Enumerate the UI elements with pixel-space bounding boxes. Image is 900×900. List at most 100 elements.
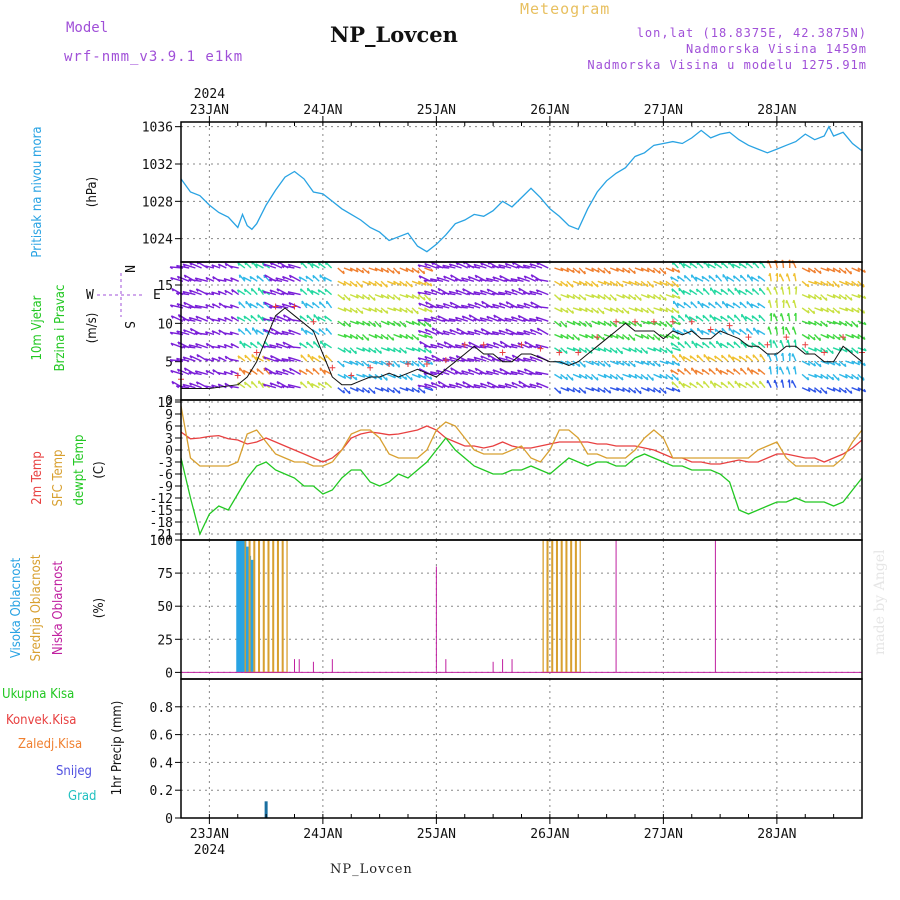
mid-cloud-bar xyxy=(277,539,283,674)
gust-marker xyxy=(386,360,393,367)
compass-s-label: S xyxy=(121,321,136,329)
gust-marker xyxy=(348,372,355,379)
ytick-label: 1036 xyxy=(142,121,173,136)
mid-cloud-bar xyxy=(566,539,572,674)
compass-n-label: N xyxy=(121,265,136,273)
mid-cloud-bar xyxy=(561,539,567,674)
location-coords: lon,lat (18.8375E, 42.3875N) xyxy=(636,26,867,40)
pressure-axis-label: Pritisak na nivou mora xyxy=(30,126,45,257)
gust-marker xyxy=(821,349,828,356)
station-elevation: Nadmorska Visina 1459m xyxy=(686,42,867,56)
gust-marker xyxy=(745,334,752,341)
day-label-bottom: 25JAN xyxy=(417,827,456,842)
temp2m-line xyxy=(180,425,863,465)
day-label-top: 26JAN xyxy=(530,103,569,118)
wind-speed-line xyxy=(181,307,863,389)
high-cloud-bar xyxy=(250,559,254,673)
day-label-top: 27JAN xyxy=(644,103,683,118)
compass-w-label: W xyxy=(86,288,94,303)
ytick-label: 0.2 xyxy=(150,784,173,799)
dewpt-axis-label: dewpt Temp xyxy=(72,435,87,506)
gust-marker xyxy=(688,318,695,325)
gust-marker xyxy=(840,334,847,341)
gust-marker xyxy=(518,341,525,348)
gust-marker xyxy=(253,349,260,356)
ytick-label: 1032 xyxy=(142,158,173,173)
gust-marker xyxy=(575,349,582,356)
model-name: wrf-nmm_v3.9.1 e1km xyxy=(64,49,244,65)
gust-marker xyxy=(707,326,714,333)
day-label-top: 24JAN xyxy=(303,103,342,118)
gust-marker xyxy=(272,303,279,310)
ytick-label: -12 xyxy=(150,492,173,507)
gust-marker xyxy=(310,318,317,325)
ytick-label: 1024 xyxy=(142,233,173,248)
gust-marker xyxy=(329,364,336,371)
ytick-label: 0.4 xyxy=(150,756,174,771)
precip-legend-4: Grad xyxy=(68,789,96,804)
temp-unit: (C) xyxy=(92,461,107,478)
panel-frame-5 xyxy=(180,678,863,819)
mid-cloud-bar xyxy=(272,539,279,674)
ytick-label: 25 xyxy=(157,633,173,648)
gust-marker xyxy=(367,364,374,371)
sfc-temp-line xyxy=(180,405,863,467)
year-label-top: 2024 xyxy=(194,87,225,102)
day-label-bottom: 28JAN xyxy=(757,827,796,842)
ytick-label: 15 xyxy=(157,279,173,294)
ytick-label: 75 xyxy=(157,567,173,582)
day-label-bottom: 27JAN xyxy=(644,827,683,842)
gust-marker xyxy=(442,357,449,364)
compass-e-label: E xyxy=(153,288,161,303)
high-cloud-bar xyxy=(245,546,249,673)
ytick-label: 50 xyxy=(157,600,173,615)
gust-marker xyxy=(783,334,790,341)
high-cloud-bar xyxy=(240,540,244,673)
gust-marker xyxy=(499,349,506,356)
precip-axis-label: 1hr Precip (mm) xyxy=(110,701,125,796)
gust-marker xyxy=(461,341,468,348)
day-label-top: 28JAN xyxy=(757,103,796,118)
year-label-bottom: 2024 xyxy=(194,843,225,858)
low-cloud-axis-label: Niska Oblacnost xyxy=(51,560,66,655)
mid-cloud-axis-label: Srednja Oblacnost xyxy=(29,554,44,661)
ytick-label: 0 xyxy=(165,666,173,681)
ytick-label: -21 xyxy=(150,528,173,543)
ytick-label: 1028 xyxy=(142,195,173,210)
gust-marker xyxy=(556,349,563,356)
gust-marker xyxy=(234,372,241,379)
temp2m-axis-label: 2m Temp xyxy=(30,451,45,505)
precip-legend-3: Snijeg xyxy=(56,764,92,779)
ytick-label: 6 xyxy=(165,420,173,435)
day-label-bottom: 26JAN xyxy=(530,827,569,842)
ytick-label: 100 xyxy=(150,534,173,549)
gust-marker xyxy=(802,341,809,348)
high-cloud-axis-label: Visoka Oblacnost xyxy=(9,557,24,658)
mid-cloud-bar xyxy=(570,539,577,674)
gust-marker xyxy=(537,345,544,352)
ytick-label: 0 xyxy=(165,444,173,459)
ytick-label: 9 xyxy=(165,408,173,423)
wind-axis-label-2: Brzina i Pravac xyxy=(53,285,68,372)
day-label-top: 25JAN xyxy=(417,103,456,118)
wind-compass xyxy=(97,273,145,317)
footer-station: NP_Lovcen xyxy=(330,862,413,877)
precip-legend-0: Ukupna Kisa xyxy=(2,687,74,702)
wind-barbs xyxy=(169,259,867,395)
gust-marker xyxy=(480,341,487,348)
gust-marker xyxy=(669,318,676,325)
gust-marker xyxy=(594,334,601,341)
mid-cloud-bar xyxy=(258,539,265,674)
gust-marker xyxy=(726,322,733,329)
pressure-line xyxy=(180,125,863,253)
cloud-unit: (%) xyxy=(92,598,107,618)
ytick-label: -6 xyxy=(157,468,173,483)
precip-bar xyxy=(264,801,268,818)
ytick-label: 10 xyxy=(157,317,173,332)
gust-marker xyxy=(650,318,657,325)
day-label-top: 23JAN xyxy=(190,103,229,118)
mid-cloud-bar xyxy=(282,539,288,674)
ytick-label: -3 xyxy=(157,456,173,471)
model-elevation: Nadmorska Visina u modelu 1275.91m xyxy=(587,58,867,72)
